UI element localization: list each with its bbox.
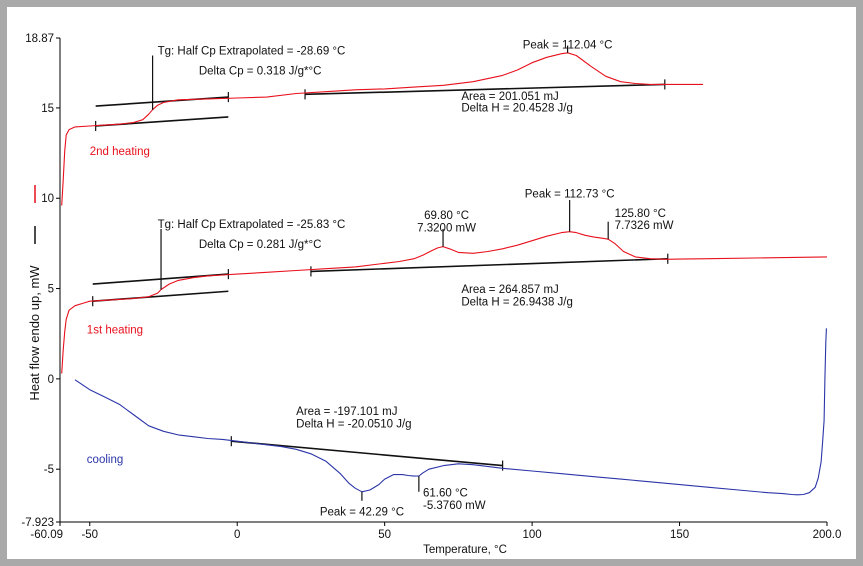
- data-annotation: Tg: Half Cp Extrapolated = -28.69 °C: [158, 46, 346, 58]
- baseline-segment: [231, 440, 503, 467]
- data-annotation: Peak = 112.04 °C: [523, 39, 613, 51]
- y-tick-label: 18.87: [25, 33, 54, 45]
- baseline-segment: [305, 83, 665, 96]
- y-tick-label: 15: [41, 103, 54, 115]
- data-annotation: Delta H = 26.9438 J/g: [461, 297, 573, 309]
- ylabel-layer: Heat flow endo up, mW: [27, 185, 42, 401]
- x-tick-label: 200.0: [813, 529, 842, 541]
- y-axis-label: Heat flow endo up, mW: [27, 265, 42, 401]
- data-annotation: Peak = 42.29 °C: [320, 506, 404, 518]
- data-annotation: Delta H = -20.0510 J/g: [296, 419, 411, 431]
- y-tick-label: 5: [48, 284, 54, 296]
- data-annotation: 7.3200 mW: [417, 223, 476, 235]
- data-annotation: -5.3760 mW: [423, 500, 486, 512]
- data-annotation: Peak = 112.73 °C: [525, 188, 615, 200]
- data-annotation: 1st heating: [87, 325, 143, 337]
- series-layer: [61, 52, 828, 496]
- data-annotation: Delta H = 20.4528 J/g: [461, 103, 573, 115]
- data-annotation: Area = -197.101 mJ: [296, 406, 397, 418]
- data-annotation: 69.80 °C: [424, 210, 469, 222]
- x-tick-label: 100: [523, 529, 542, 541]
- data-annotation: Tg: Half Cp Extrapolated = -25.83 °C: [158, 219, 346, 231]
- data-annotation: Delta Cp = 0.281 J/g*°C: [199, 239, 322, 251]
- series-line-1st-heating: [61, 231, 828, 374]
- x-tick-label: 150: [670, 529, 689, 541]
- baseline-segment: [310, 257, 668, 273]
- chart-panel: -60.09 -50 0 50 100 150 200.0 18.87 15 10 5 0 -5 -7.9…: [7, 7, 856, 559]
- data-annotation: 7.7326 mW: [615, 220, 674, 232]
- x-tick-label: -60.09: [30, 529, 63, 541]
- data-annotation: Delta Cp = 0.318 J/g*°C: [199, 65, 322, 77]
- y-tick-label: -5: [44, 464, 54, 476]
- series-line-cooling: [74, 328, 827, 496]
- y-tick-label: 10: [41, 193, 54, 205]
- data-annotation: Area = 201.051 mJ: [461, 91, 558, 103]
- y-tick-label: 0: [48, 374, 54, 386]
- data-annotation: Area = 264.857 mJ: [461, 284, 558, 296]
- series-line-2nd-heating: [61, 52, 704, 206]
- data-annotation: 125.80 °C: [615, 208, 666, 220]
- x-axis-label: Temperature, °C: [423, 544, 507, 556]
- y-tick-label: -7.923: [21, 517, 54, 529]
- axes-layer: -60.09 -50 0 50 100 150 200.018.87151050-5-7.9…: [21, 33, 841, 541]
- baselines-layer: [92, 79, 669, 471]
- data-annotation: 61.60 °C: [423, 487, 468, 499]
- x-tick-label: 0: [234, 529, 240, 541]
- data-annotation: cooling: [87, 454, 123, 466]
- annotations-layer: Tg: Half Cp Extrapolated = -28.69 °C Delt…: [87, 39, 674, 518]
- x-tick-label: -50: [81, 529, 98, 541]
- x-tick-label: 50: [378, 529, 391, 541]
- data-annotation: 2nd heating: [90, 146, 150, 158]
- dsc-chart: -60.09 -50 0 50 100 150 200.018.87151050-5-7.9…: [21, 33, 841, 556]
